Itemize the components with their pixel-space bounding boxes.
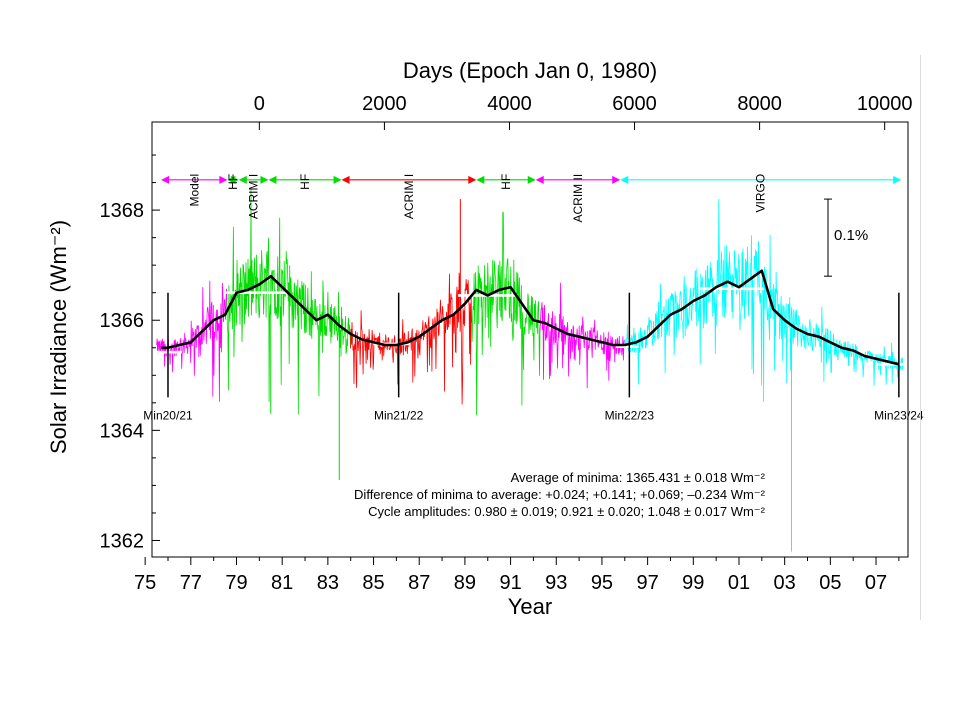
instrument-arrow-left [161, 175, 170, 184]
instrument-arrow-left [268, 175, 277, 184]
y-tick-label: 1368 [100, 200, 145, 222]
x2-tick-label: 6000 [612, 93, 657, 115]
scale-bar [824, 198, 832, 277]
minimum-label: Min23/24 [874, 408, 924, 422]
x-tick-label: 85 [362, 572, 384, 594]
x-axis-title: Year [508, 594, 552, 619]
daily-trace [350, 272, 472, 405]
daily-trace [624, 198, 904, 402]
x-tick-label: 05 [819, 572, 841, 594]
y-tick-label: 1364 [100, 420, 145, 442]
instrument-arrow-right [230, 175, 239, 184]
annotation-difference: Difference of minima to average: +0.024;… [354, 487, 766, 502]
instrument-timeline: Model HF ACRIM I HF ACRIM I HF ACRIM II VIRGO [161, 174, 902, 223]
instrument-arrow-left [238, 175, 247, 184]
x-tick-label: 81 [271, 572, 293, 594]
instrument-label: HF [298, 174, 312, 190]
minimum-label: Min22/23 [605, 408, 655, 422]
instrument-arrow-right [260, 175, 269, 184]
instrument-arrow-left [341, 175, 350, 184]
x2-tick-label: 4000 [487, 93, 532, 115]
x2-tick-label: 8000 [737, 93, 782, 115]
axes: 75 77 79 81 83 85 87 89 91 93 95 97 99 01 03 05 07 1362 13… [100, 93, 913, 594]
daily-trace [226, 189, 351, 415]
instrument-arrow-left [620, 175, 629, 184]
daily-trace [471, 211, 541, 416]
x-tick-label: 79 [225, 572, 247, 594]
daily-trace [539, 282, 625, 389]
x-tick-label: 89 [454, 572, 476, 594]
y-tick-label: 1366 [100, 310, 145, 332]
instrument-arrow-right [612, 175, 621, 184]
instrument-arrow-right [893, 175, 902, 184]
x-tick-label: 83 [317, 572, 339, 594]
instrument-arrow-left [535, 175, 544, 184]
x-tick-label: 93 [545, 572, 567, 594]
instrument-arrow-left [476, 175, 485, 184]
y-tick-label: 1362 [100, 530, 145, 552]
instrument-arrow-right [219, 175, 228, 184]
instrument-arrow-right [527, 175, 536, 184]
x2-axis-title: Days (Epoch Jan 0, 1980) [403, 58, 657, 83]
x-tick-label: 01 [728, 572, 750, 594]
instrument-label: Model [187, 174, 201, 207]
minimum-label: Min21/22 [374, 408, 424, 422]
x-tick-label: 87 [408, 572, 430, 594]
instrument-label: ACRIM II [571, 174, 585, 223]
annotation-average: Average of minima: 1365.431 ± 0.018 Wm⁻² [511, 470, 766, 485]
right-edge-line [920, 55, 921, 620]
annotation-amplitudes: Cycle amplitudes: 0.980 ± 0.019; 0.921 ±… [368, 504, 765, 519]
x-tick-label: 77 [180, 572, 202, 594]
x-tick-label: 03 [774, 572, 796, 594]
plot-frame [151, 121, 909, 558]
x-tick-label: 75 [134, 572, 156, 594]
instrument-label: HF [499, 174, 513, 190]
x2-tick-label: 2000 [362, 93, 407, 115]
instrument-label: HF [226, 174, 240, 190]
y-axis-title: Solar Irradiance (Wm⁻²) [46, 220, 71, 454]
smoothed-series [161, 269, 900, 366]
scale-bar-label: 0.1% [834, 227, 868, 244]
x-tick-label: 07 [865, 572, 887, 594]
instrument-arrow-right [333, 175, 342, 184]
instrument-label: VIRGO [754, 174, 768, 213]
x2-tick-label: 0 [254, 93, 265, 115]
instrument-label: ACRIM I [247, 174, 261, 219]
x2-tick-label: 10000 [857, 93, 913, 115]
instrument-label: ACRIM I [402, 174, 416, 219]
x-tick-label: 99 [682, 572, 704, 594]
instrument-arrow-right [468, 175, 477, 184]
x-tick-label: 95 [591, 572, 613, 594]
x-tick-label: 91 [499, 572, 521, 594]
x-tick-label: 97 [637, 572, 659, 594]
daily-measurements [156, 189, 904, 552]
smoothed-irradiance-line [161, 269, 900, 366]
minimum-label: Min20/21 [143, 408, 193, 422]
